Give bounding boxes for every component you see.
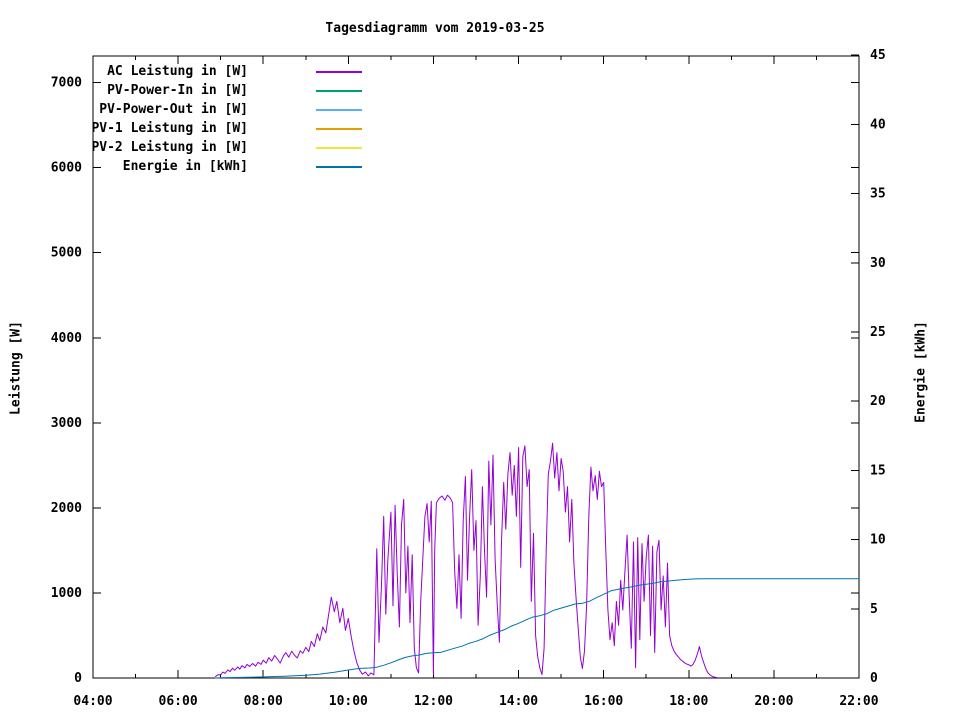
y2-tick-label: 40 — [870, 117, 886, 132]
x-tick-label: 22:00 — [839, 694, 878, 709]
legend-line-sample — [316, 71, 362, 73]
legend-line-sample — [316, 128, 362, 130]
y2-tick-label: 15 — [870, 463, 886, 478]
x-tick-label: 12:00 — [414, 694, 453, 709]
y2-tick-label: 25 — [870, 325, 886, 340]
legend-label: Energie in [kWh] — [122, 159, 248, 174]
y1-tick-label: 6000 — [51, 161, 82, 176]
legend-line-sample — [316, 90, 362, 92]
legend-label: PV-Power-In in [W] — [107, 83, 248, 98]
y2-tick-label: 45 — [870, 48, 886, 63]
x-tick-label: 16:00 — [584, 694, 623, 709]
y1-tick-label: 1000 — [51, 586, 82, 601]
legend-label: PV-2 Leistung in [W] — [91, 140, 248, 155]
legend-label: AC Leistung in [W] — [107, 64, 248, 79]
x-tick-label: 18:00 — [669, 694, 708, 709]
x-tick-label: 10:00 — [329, 694, 368, 709]
x-tick-label: 04:00 — [73, 694, 112, 709]
y1-tick-label: 5000 — [51, 246, 82, 261]
y2-tick-label: 30 — [870, 256, 886, 271]
y1-tick-label: 7000 — [51, 76, 82, 91]
legend-line-sample — [316, 166, 362, 168]
y2-tick-label: 5 — [870, 602, 878, 617]
y2-tick-label: 10 — [870, 533, 886, 548]
series-energie — [215, 578, 859, 679]
x-tick-label: 06:00 — [159, 694, 198, 709]
y1-tick-label: 2000 — [51, 501, 82, 516]
legend-label: PV-Power-Out in [W] — [99, 102, 248, 117]
legend-line-sample — [316, 109, 362, 111]
y1-tick-label: 0 — [74, 671, 82, 686]
x-tick-label: 20:00 — [754, 694, 793, 709]
legend-label: PV-1 Leistung in [W] — [91, 121, 248, 136]
y2-tick-label: 20 — [870, 394, 886, 409]
y2-tick-label: 35 — [870, 187, 886, 202]
y1-tick-label: 3000 — [51, 416, 82, 431]
x-tick-label: 14:00 — [499, 694, 538, 709]
y1-tick-label: 4000 — [51, 331, 82, 346]
chart-title: Tagesdiagramm vom 2019-03-25 — [325, 21, 545, 36]
y2-tick-label: 0 — [870, 671, 878, 686]
series-ac — [214, 442, 718, 679]
x-tick-label: 08:00 — [244, 694, 283, 709]
legend-line-sample — [316, 147, 362, 149]
